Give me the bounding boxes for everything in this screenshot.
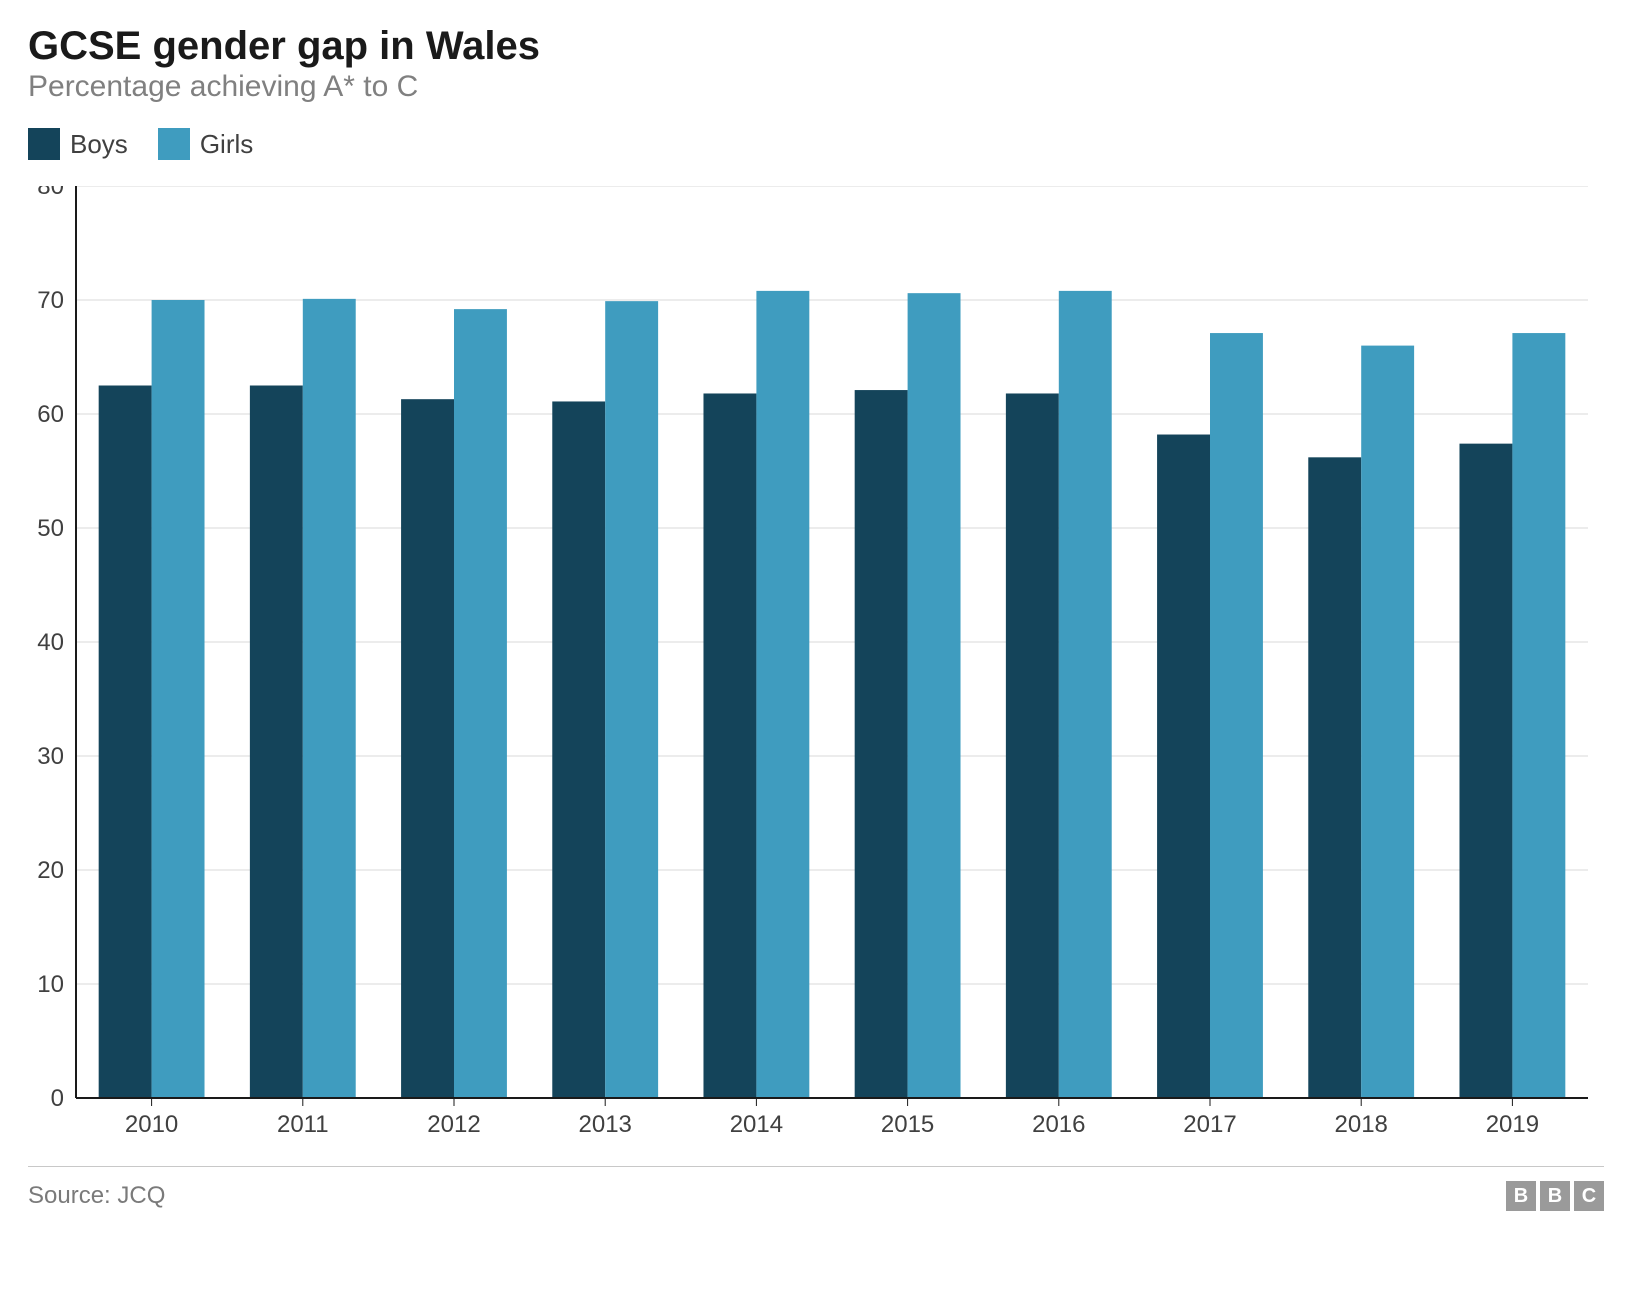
x-tick-label: 2019 bbox=[1486, 1111, 1539, 1138]
bbc-logo-letter: C bbox=[1574, 1181, 1604, 1211]
legend-item-girls: Girls bbox=[158, 128, 253, 160]
bar-boys bbox=[552, 401, 605, 1098]
x-tick-label: 2015 bbox=[881, 1111, 934, 1138]
bar-boys bbox=[855, 390, 908, 1098]
bar-boys bbox=[703, 393, 756, 1098]
bar-girls bbox=[605, 301, 658, 1098]
bar-girls bbox=[152, 300, 205, 1098]
bar-boys bbox=[1157, 435, 1210, 1098]
bar-boys bbox=[1006, 393, 1059, 1098]
legend-item-boys: Boys bbox=[28, 128, 128, 160]
x-tick-label: 2016 bbox=[1032, 1111, 1085, 1138]
legend-label-girls: Girls bbox=[200, 129, 253, 160]
y-tick-label: 60 bbox=[37, 401, 64, 428]
legend-label-boys: Boys bbox=[70, 129, 128, 160]
bar-girls bbox=[1361, 346, 1414, 1098]
bar-girls bbox=[1210, 333, 1263, 1098]
x-tick-label: 2017 bbox=[1183, 1111, 1236, 1138]
bar-boys bbox=[99, 386, 152, 1099]
source-label: Source: JCQ bbox=[28, 1182, 165, 1210]
bar-girls bbox=[908, 293, 961, 1098]
bar-boys bbox=[401, 399, 454, 1098]
x-tick-label: 2011 bbox=[277, 1111, 329, 1138]
x-tick-label: 2014 bbox=[730, 1111, 783, 1138]
bar-girls bbox=[454, 309, 507, 1098]
bbc-logo: B B C bbox=[1506, 1181, 1604, 1211]
y-tick-label: 80 bbox=[37, 186, 64, 200]
y-tick-label: 0 bbox=[51, 1085, 64, 1112]
footer-row: Source: JCQ B B C bbox=[28, 1166, 1604, 1211]
y-tick-label: 20 bbox=[37, 857, 64, 884]
bar-girls bbox=[756, 291, 809, 1098]
bar-boys bbox=[1308, 457, 1361, 1098]
bbc-logo-letter: B bbox=[1540, 1181, 1570, 1211]
bar-girls bbox=[1059, 291, 1112, 1098]
y-tick-label: 30 bbox=[37, 743, 64, 770]
x-tick-label: 2013 bbox=[579, 1111, 632, 1138]
x-tick-label: 2018 bbox=[1335, 1111, 1388, 1138]
bar-boys bbox=[250, 386, 303, 1099]
x-tick-label: 2012 bbox=[427, 1111, 480, 1138]
chart-area: 0 10 20 30 40 50 60 70 80 2010 2011 2012 2013 2014 201… bbox=[28, 186, 1604, 1146]
y-tick-label: 50 bbox=[37, 515, 64, 542]
x-tick-label: 2010 bbox=[125, 1111, 178, 1138]
legend-swatch-girls bbox=[158, 128, 190, 160]
bar-girls bbox=[303, 299, 356, 1098]
chart-subtitle: Percentage achieving A* to C bbox=[28, 70, 1604, 104]
bar-girls bbox=[1512, 333, 1565, 1098]
legend-swatch-boys bbox=[28, 128, 60, 160]
bar-boys bbox=[1459, 444, 1512, 1098]
bar-chart-svg: 0 10 20 30 40 50 60 70 80 2010 2011 2012 2013 2014 201… bbox=[28, 186, 1588, 1146]
y-tick-label: 70 bbox=[37, 287, 64, 314]
legend: Boys Girls bbox=[28, 128, 1604, 160]
y-tick-label: 10 bbox=[37, 971, 64, 998]
bbc-logo-letter: B bbox=[1506, 1181, 1536, 1211]
y-tick-label: 40 bbox=[37, 629, 64, 656]
chart-title: GCSE gender gap in Wales bbox=[28, 24, 1604, 68]
